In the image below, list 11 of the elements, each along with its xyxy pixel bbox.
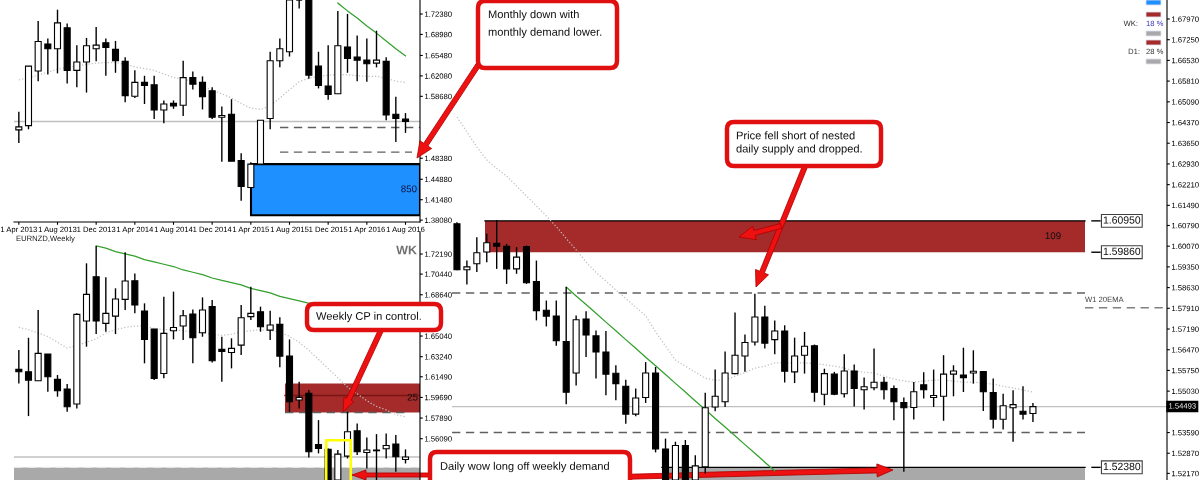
annotation: Monthly down with monthly demand lower.	[488, 10, 602, 38]
ref-line-label: 1.60950	[1103, 216, 1141, 224]
annotation: WK	[396, 245, 417, 255]
band-label: 850	[401, 185, 417, 193]
band-label: 25	[407, 393, 418, 401]
annotation: Price fell short of nested daily supply and dropped.	[736, 131, 862, 155]
ref-line-label: 1.59860	[1103, 247, 1141, 256]
annotation: Weekly CP in control.	[316, 311, 421, 323]
ref-line-label: 1.52380	[1103, 462, 1141, 471]
band-label: 109	[1045, 232, 1061, 240]
annotation: Daily wow long off weekly demand	[440, 461, 609, 473]
